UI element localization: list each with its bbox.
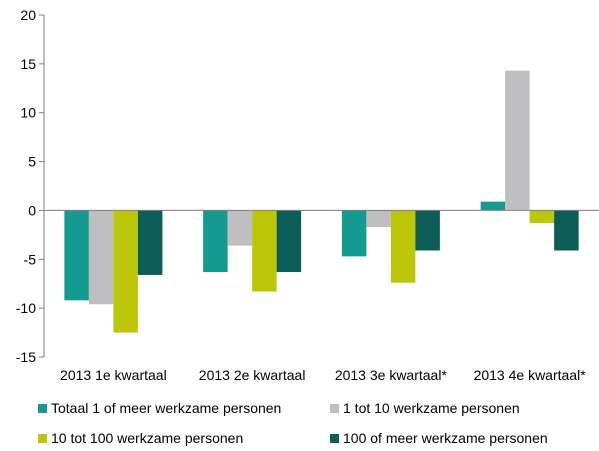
y-tick-label-3: 10 bbox=[20, 105, 36, 121]
y-tick-label-6: -5 bbox=[24, 251, 37, 267]
bar-3-3 bbox=[390, 210, 416, 283]
bar-2-1 bbox=[203, 210, 228, 272]
bar-1-3 bbox=[113, 210, 138, 333]
y-tick-label-2: 15 bbox=[20, 56, 36, 72]
x-tick-label-4: 2013 4e kwartaal* bbox=[474, 367, 587, 383]
y-tick-label-8: -15 bbox=[16, 349, 36, 365]
bar-1-1 bbox=[64, 210, 89, 301]
bar-3-4 bbox=[415, 210, 440, 251]
bar-4-2 bbox=[505, 70, 530, 211]
bar-1-4 bbox=[137, 210, 163, 275]
bar-3-1 bbox=[341, 210, 367, 257]
x-tick-label-1: 2013 1e kwartaal bbox=[60, 367, 167, 383]
bar-2-4 bbox=[276, 210, 302, 272]
bar-4-1 bbox=[480, 201, 506, 211]
bar-4-3 bbox=[529, 210, 555, 224]
y-tick-label-5: 0 bbox=[28, 202, 36, 218]
bar-4-4 bbox=[554, 210, 579, 251]
bar-1-2 bbox=[88, 210, 114, 305]
x-tick-label-2: 2013 2e kwartaal bbox=[199, 367, 306, 383]
bar-2-2 bbox=[227, 210, 253, 246]
bar-3-2 bbox=[366, 210, 391, 228]
y-tick-label-1: 20 bbox=[20, 7, 36, 23]
bar-2-3 bbox=[252, 210, 277, 292]
y-tick-label-7: -10 bbox=[16, 300, 36, 316]
x-tick-label-3: 2013 3e kwartaal* bbox=[335, 367, 448, 383]
y-tick-label-4: 5 bbox=[28, 154, 36, 170]
